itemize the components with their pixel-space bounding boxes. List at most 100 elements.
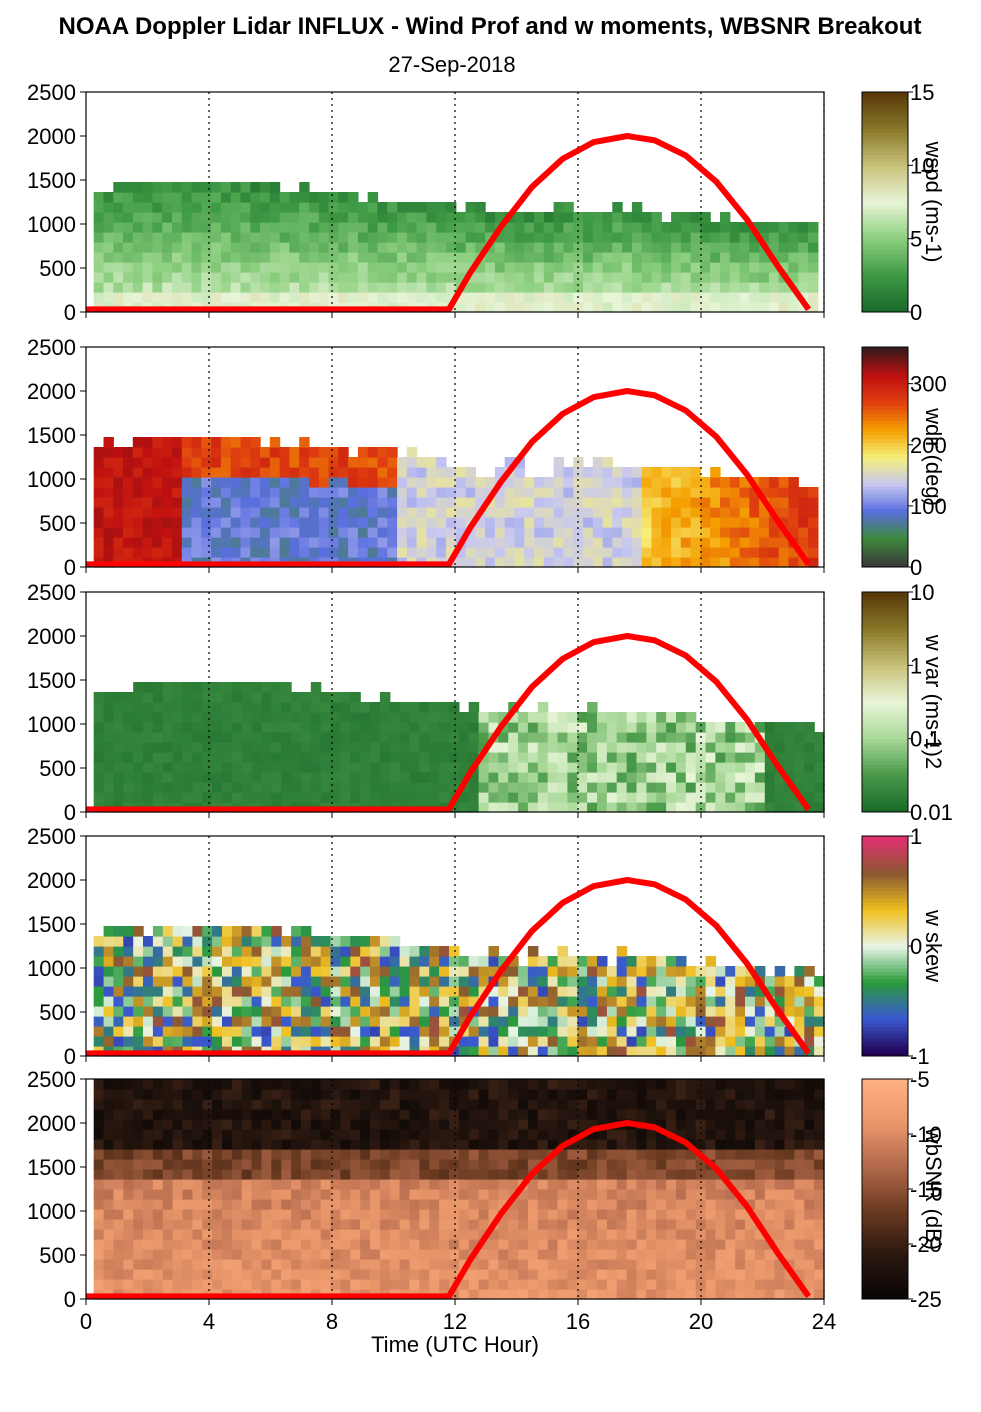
heatmap-cell: [103, 692, 115, 703]
heatmap-cell: [626, 1289, 638, 1300]
heatmap-cell: [573, 242, 584, 253]
heatmap-cell: [133, 1159, 144, 1170]
heatmap-cell: [103, 252, 114, 263]
heatmap-cell: [504, 302, 516, 313]
heatmap-cell: [320, 692, 332, 703]
heatmap-cell: [508, 1149, 519, 1160]
heatmap-cell: [211, 232, 222, 243]
heatmap-cell: [597, 1169, 608, 1180]
heatmap-cell: [745, 792, 756, 803]
heatmap-cell: [289, 202, 300, 213]
heatmap-cell: [814, 996, 825, 1007]
heatmap-cell: [113, 722, 124, 733]
heatmap-cell: [745, 1016, 756, 1027]
heatmap-cell: [587, 996, 598, 1007]
heatmap-cell: [330, 1006, 341, 1017]
heatmap-cell: [626, 1169, 638, 1180]
heatmap-cell: [300, 1109, 312, 1120]
colorbar-step: [862, 523, 908, 528]
heatmap-cell: [406, 262, 418, 273]
heatmap-cell: [729, 497, 741, 508]
heatmap-cell: [524, 212, 535, 223]
colorbar-step: [862, 913, 908, 918]
heatmap-cell: [504, 252, 516, 263]
heatmap-cell: [543, 557, 555, 568]
heatmap-cell: [436, 212, 447, 223]
heatmap-cell: [269, 232, 281, 243]
heatmap-cell: [211, 437, 222, 448]
colorbar-step: [862, 1004, 908, 1009]
heatmap-cell: [597, 1259, 608, 1270]
heatmap-cell: [172, 447, 183, 458]
heatmap-cell: [725, 1016, 736, 1027]
heatmap-cell: [350, 1119, 361, 1130]
heatmap-cell: [478, 1249, 490, 1260]
heatmap-cell: [370, 752, 381, 763]
heatmap-cell: [436, 507, 447, 518]
colorbar-step: [862, 982, 908, 987]
heatmap-cell: [310, 762, 322, 773]
heatmap-cell: [700, 242, 711, 253]
colorbar-step: [862, 724, 908, 729]
heatmap-cell: [162, 182, 173, 193]
heatmap-cell: [543, 272, 555, 283]
heatmap-cell: [113, 1169, 124, 1180]
heatmap-cell: [671, 517, 682, 528]
heatmap-cell: [557, 1229, 568, 1240]
heatmap-cell: [241, 1099, 253, 1110]
heatmap-cell: [794, 1026, 805, 1037]
heatmap-cell: [416, 477, 427, 488]
heatmap-cell: [133, 722, 144, 733]
heatmap-cell: [93, 507, 105, 518]
colorbar-step: [862, 628, 908, 633]
heatmap-cell: [389, 712, 401, 723]
heatmap-cell: [656, 1189, 667, 1200]
heatmap-cell: [504, 537, 516, 548]
heatmap-cell: [172, 192, 183, 203]
heatmap-cell: [338, 222, 349, 233]
heatmap-cell: [626, 1199, 638, 1210]
heatmap-cell: [202, 1006, 213, 1017]
heatmap-cell: [524, 232, 535, 243]
heatmap-cell: [636, 986, 647, 997]
heatmap-cell: [162, 282, 173, 293]
heatmap-cell: [498, 1279, 509, 1290]
heatmap-cell: [309, 467, 320, 478]
heatmap-cell: [152, 742, 164, 753]
heatmap-cell: [597, 762, 608, 773]
heatmap-cell: [250, 282, 261, 293]
heatmap-cell: [222, 1119, 233, 1130]
heatmap-cell: [631, 212, 643, 223]
heatmap-cell: [537, 742, 549, 753]
heatmap-cell: [103, 712, 115, 723]
heatmap-cell: [695, 782, 707, 793]
heatmap-cell: [162, 1159, 174, 1170]
heatmap-cell: [488, 802, 499, 813]
heatmap-cell: [518, 792, 529, 803]
heatmap-cell: [406, 222, 418, 233]
heatmap-cell: [240, 527, 251, 538]
heatmap-cell: [543, 517, 555, 528]
heatmap-cell: [113, 1016, 124, 1027]
heatmap-cell: [778, 282, 790, 293]
heatmap-cell: [788, 272, 799, 283]
colorbar-step: [862, 971, 908, 976]
colorbar-step: [862, 249, 908, 254]
colorbar-step: [862, 927, 908, 932]
heatmap-cell: [577, 1139, 588, 1150]
heatmap-cell: [676, 792, 687, 803]
heatmap-cell: [573, 467, 584, 478]
heatmap-cell: [271, 1099, 282, 1110]
heatmap-cell: [340, 1129, 351, 1140]
heatmap-cell: [289, 252, 300, 263]
heatmap-cell: [123, 1249, 134, 1260]
heatmap-cell: [338, 537, 349, 548]
heatmap-cell: [597, 1269, 608, 1280]
heatmap-cell: [360, 956, 371, 967]
heatmap-cell: [729, 252, 741, 263]
heatmap-cell: [350, 752, 361, 763]
heatmap-cell: [583, 507, 594, 518]
heatmap-cell: [182, 1119, 193, 1130]
heatmap-cell: [387, 537, 398, 548]
heatmap-cell: [458, 1129, 470, 1140]
